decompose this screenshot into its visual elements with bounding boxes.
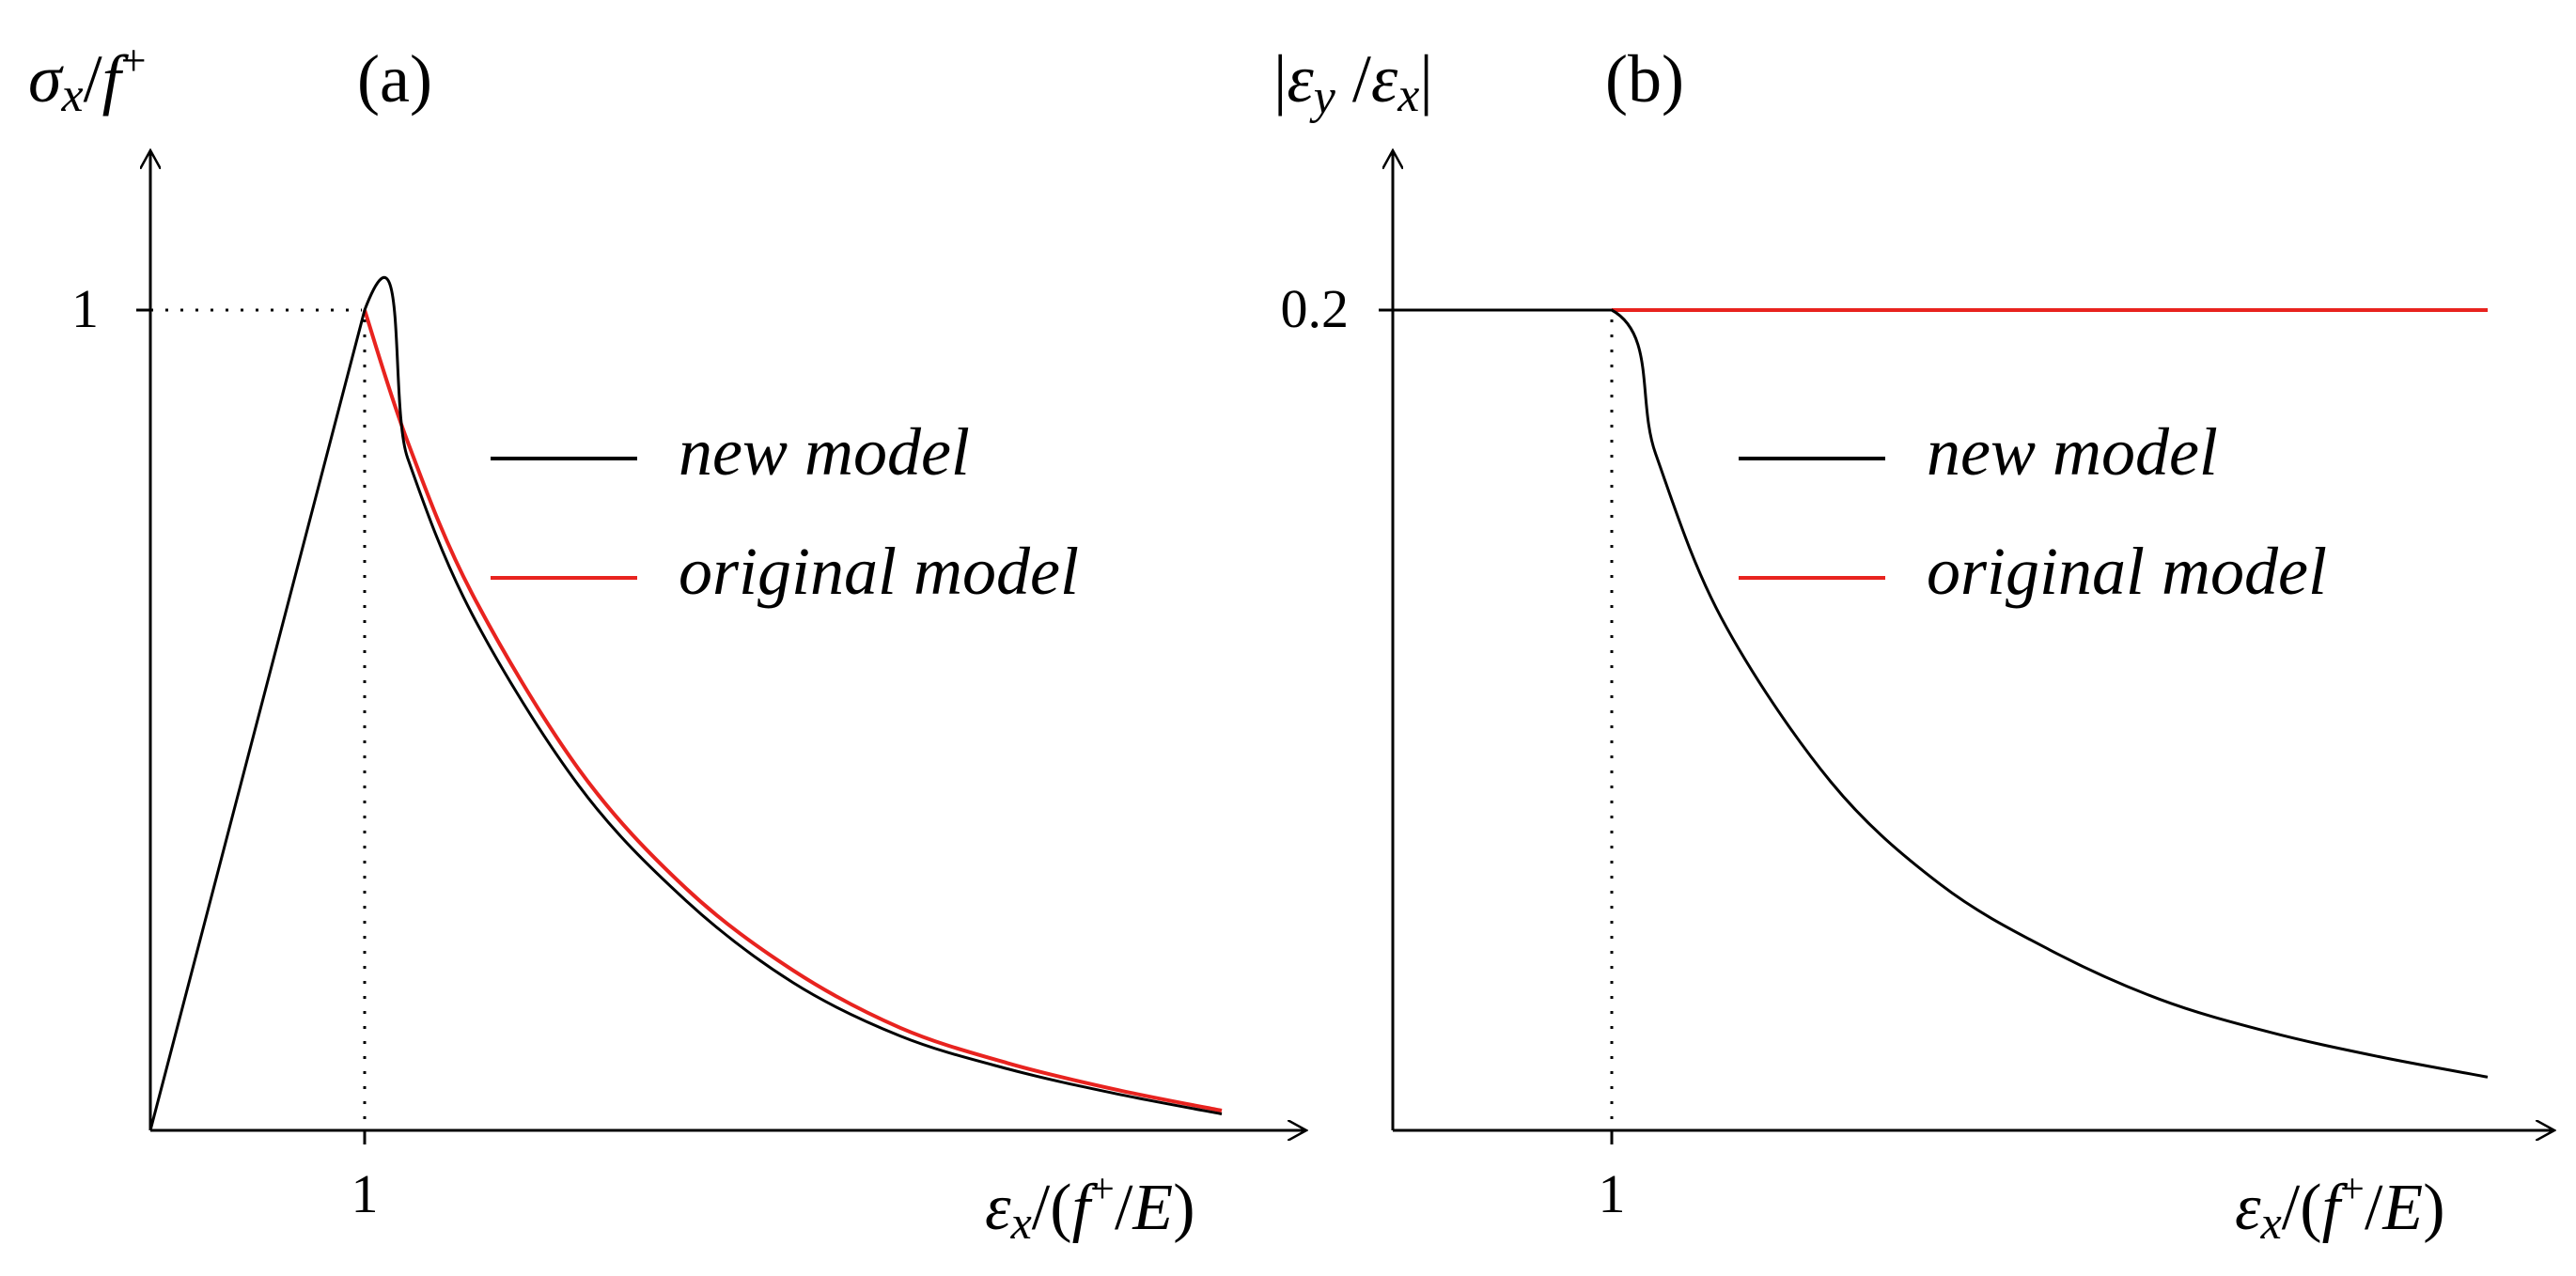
panel-b-label: (b) [1605,41,1684,117]
panel-a-legend-label-new: new model [679,414,970,490]
panel-a-legend-label-original: original model [679,534,1079,609]
panel-a-x-tick-label: 1 [351,1163,379,1224]
panel-b-x-tick-label: 1 [1599,1163,1626,1224]
panel-b-legend-label-original: original model [1927,534,2327,609]
panel-b-y-tick-label: 0.2 [1281,278,1350,339]
panel-a: 1 1 (a) σx/f+ εx/(f+/E) new model origin… [28,36,1306,1249]
panel-b-legend: new model original model [1739,414,2327,609]
panel-a-label: (a) [357,41,432,117]
panel-a-series-new-model [148,276,1223,1131]
panel-b-series-new-model [1393,308,2489,1079]
panel-b-legend-label-new: new model [1927,414,2218,490]
panel-a-series-original-model [363,309,1223,1113]
panel-b-x-axis-title: εx/(f+/E) [2235,1164,2445,1249]
panel-a-y-axis-title: σx/f+ [28,36,147,122]
panel-a-legend: new model original model [491,414,1079,609]
panel-a-plot [148,276,1223,1131]
panel-b: 0.2 1 (b) |εy /εx| εx/(f+/E) new model o… [1273,41,2554,1249]
panel-b-y-axis-title: |εy /εx| [1273,41,1433,124]
panel-b-plot [1393,308,2489,1079]
panel-a-y-tick-label: 1 [71,278,99,339]
panel-a-x-axis-title: εx/(f+/E) [985,1164,1195,1249]
